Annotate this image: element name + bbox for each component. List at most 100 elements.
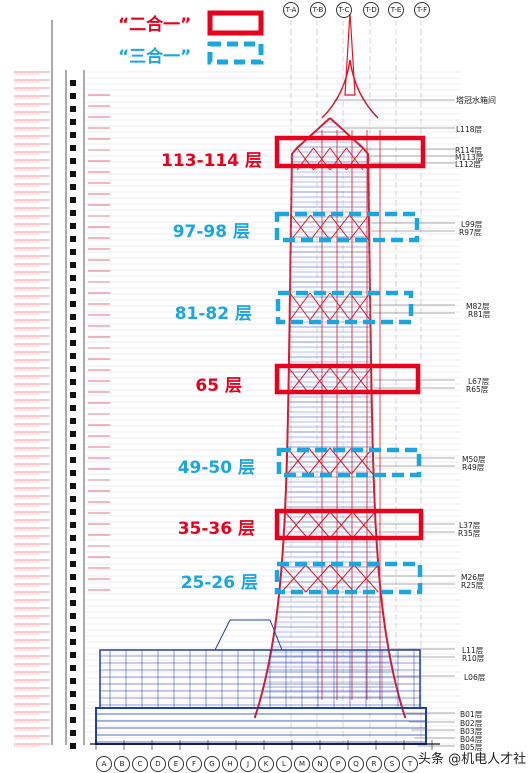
podium-roof [214,619,283,651]
truss-diagonal [329,564,355,593]
floor-label-r97: R97层 [459,228,482,237]
floor-marker [70,93,76,99]
truss-diagonal [309,292,331,321]
floor-marker [70,288,76,294]
axis-bubble-bottom: E [168,756,184,772]
highlight-box-35-36 [274,508,424,541]
floor-marker [70,171,76,177]
truss-diagonal [350,367,372,395]
axis-bubble-bottom: G [204,756,220,772]
floor-label-l11: L11层 [462,646,484,655]
truss-diagonal [329,447,352,475]
floor-marker [70,613,76,619]
floor-marker [70,197,76,203]
legend-red-box [207,10,264,36]
axis-bubble-bottom: D [150,756,166,772]
truss-diagonal [307,511,331,539]
floor-label-l112: L112层 [455,160,481,169]
floor-label-l06: L06层 [464,673,486,682]
axis-bubble-bottom: R [366,756,382,772]
floor-marker [70,275,76,281]
axis-bubble-bottom: F [186,756,202,772]
floor-label-l118: L118层 [456,125,482,134]
floor-label-b01: B01层 [460,710,483,719]
axis-bubble-bottom: T [402,756,418,772]
floor-marker [70,314,76,320]
axis-bubble-bottom: C [132,756,148,772]
truss-diagonal [353,564,379,593]
floor-marker [70,184,76,190]
floor-label-b03: B03层 [460,727,483,736]
floor-marker [70,600,76,606]
floor-label-b02: B02层 [460,719,483,728]
highlight-box-97-98 [274,211,420,243]
floor-marker [70,704,76,710]
axis-bubble-bottom: Q [348,756,364,772]
floor-marker [70,379,76,385]
floor-marker [70,444,76,450]
floor-marker [70,249,76,255]
truss-diagonal [289,292,311,321]
floor-marker [70,691,76,697]
axis-bubble-bottom: H [222,756,238,772]
floor-marker [70,743,76,749]
floor-label-m113: M113层 [455,153,484,162]
floor-marker [70,522,76,528]
floor-marker [70,236,76,242]
axis-bubble-top-a: T-A [283,2,299,18]
axis-bubble-bottom: K [258,756,274,772]
floor-marker [70,561,76,567]
floor-marker [70,353,76,359]
floor-label-r81: R81层 [468,310,491,319]
annotation-65: 65 层 [195,376,242,396]
floor-marker [70,639,76,645]
annotation-97-98: 97-98 层 [172,222,250,242]
floor-marker [70,223,76,229]
crown-curve [321,59,379,119]
tower-wall-left [253,117,331,719]
legend-red-label: “二合一” [118,15,192,35]
annotation-81-82: 81-82 层 [174,304,252,324]
annotation-35-36: 35-36 层 [177,519,255,539]
floor-label-r25: R25层 [461,581,484,590]
floor-label-r35: R35层 [458,529,481,538]
truss-diagonal [349,214,370,241]
floor-marker [70,483,76,489]
floor-marker [70,431,76,437]
axis-bubble-bottom: L [276,756,292,772]
floor-marker [70,418,76,424]
truss-diagonal [329,292,351,321]
highlight-box-81-82 [275,290,414,325]
floor-marker [70,717,76,723]
floor-marker [70,301,76,307]
floor-label-m82: M82层 [466,302,490,311]
axis-bubble-top-e: T-E [388,2,404,18]
floor-label-crown: 塔冠水箱间 [456,96,496,105]
floor-marker [70,548,76,554]
floor-marker [70,509,76,515]
floor-marker [70,730,76,736]
floor-marker [70,80,76,86]
floor-label-r49: R49层 [462,463,485,472]
legend-blue-label: “三合一” [118,47,192,67]
truss-diagonal [310,214,331,241]
truss-diagonal [349,292,371,321]
axis-bubble-bottom: M [294,756,310,772]
axis-bubble-bottom: S [384,756,400,772]
axis-bubble-top-d: T-D [363,2,379,18]
truss-diagonal [290,214,311,241]
floor-marker [70,210,76,216]
truss-diagonal [329,214,350,241]
floor-label-l99: L99层 [461,220,483,229]
truss-diagonal [351,447,374,475]
truss-diagonal [288,367,310,395]
truss-diagonal [305,564,331,593]
annotation-25-26: 25-26 层 [180,573,258,593]
floor-label-m26: M26层 [461,573,485,582]
floor-marker [70,327,76,333]
floor-marker [70,106,76,112]
floor-marker [70,457,76,463]
truss-diagonal [329,511,353,539]
floor-marker [70,678,76,684]
